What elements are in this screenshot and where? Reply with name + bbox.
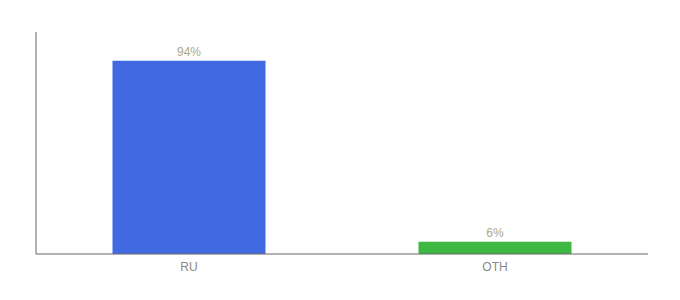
svg-text:6%: 6% [486,226,504,240]
svg-text:RU: RU [180,260,197,274]
svg-text:94%: 94% [177,45,201,59]
svg-text:OTH: OTH [482,260,507,274]
